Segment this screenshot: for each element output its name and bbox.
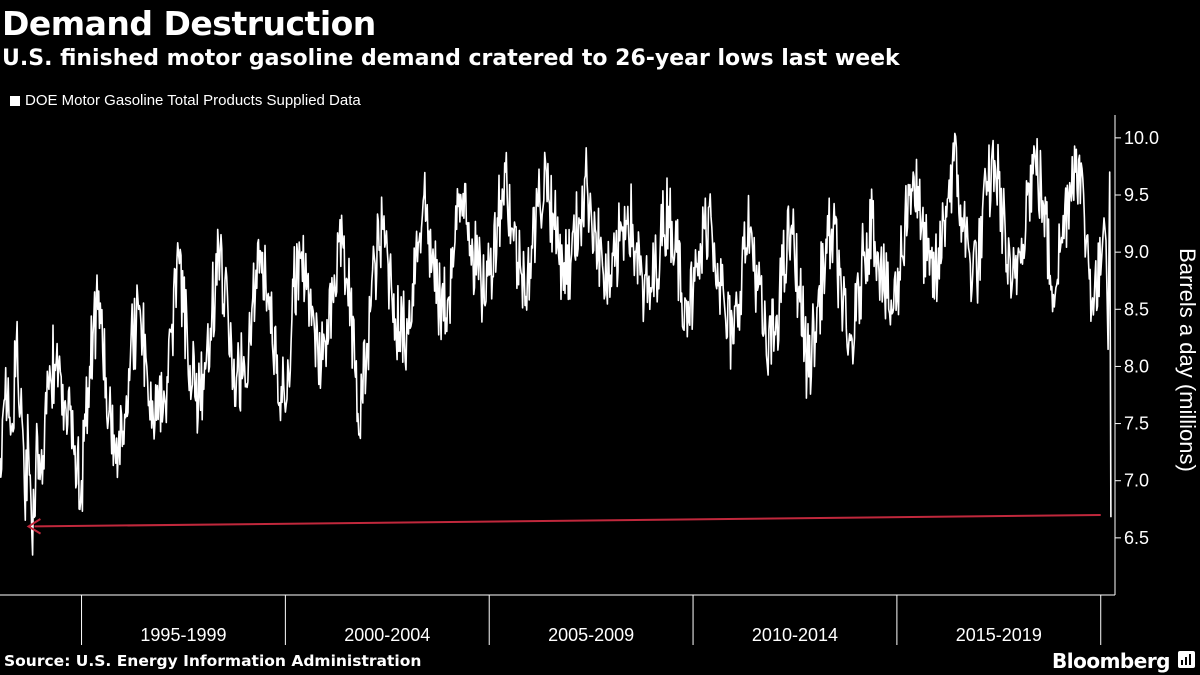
x-band-label: 2000-2004 xyxy=(344,625,430,645)
legend: DOE Motor Gasoline Total Products Suppli… xyxy=(10,92,361,109)
x-band-label: 1995-1999 xyxy=(140,625,226,645)
y-axis-label: Barrels a day (millions) xyxy=(1175,248,1200,472)
brand-logo: Bloomberg xyxy=(1052,649,1170,673)
bloomberg-terminal-icon xyxy=(1178,651,1195,668)
y-tick-label: 7.0 xyxy=(1124,471,1149,491)
y-tick-label: 10.0 xyxy=(1124,128,1159,148)
x-band-label: 2010-2014 xyxy=(752,625,838,645)
legend-label: DOE Motor Gasoline Total Products Suppli… xyxy=(25,92,361,109)
y-tick-label: 8.0 xyxy=(1124,356,1149,376)
y-tick-label: 9.0 xyxy=(1124,242,1149,262)
legend-swatch xyxy=(10,95,20,106)
annotation-arrow-head xyxy=(26,518,42,535)
y-tick-label: 6.5 xyxy=(1124,528,1149,548)
series-line-gasoline-demand xyxy=(0,132,1112,556)
x-band-label: 2015-2019 xyxy=(956,625,1042,645)
chart-title: Demand Destruction xyxy=(2,4,376,43)
chart-subtitle: U.S. finished motor gasoline demand crat… xyxy=(2,46,900,71)
x-band-label: 2005-2009 xyxy=(548,625,634,645)
annotation-arrow-line xyxy=(34,514,1101,528)
source-note: Source: U.S. Energy Information Administ… xyxy=(4,652,422,670)
y-tick-label: 8.5 xyxy=(1124,299,1149,319)
y-tick-label: 9.5 xyxy=(1124,185,1149,205)
y-tick-label: 7.5 xyxy=(1124,414,1149,434)
